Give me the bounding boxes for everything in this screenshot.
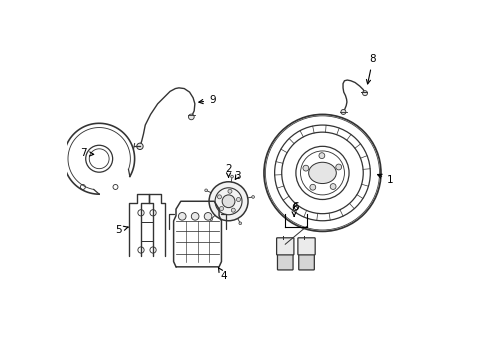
FancyBboxPatch shape (276, 238, 293, 255)
Circle shape (219, 207, 223, 211)
Circle shape (251, 195, 254, 198)
Text: 8: 8 (366, 54, 375, 84)
Circle shape (335, 164, 341, 170)
Ellipse shape (308, 162, 336, 184)
Text: 2: 2 (225, 165, 231, 177)
Circle shape (231, 208, 235, 212)
Text: 6: 6 (292, 202, 299, 212)
Text: 7: 7 (80, 148, 94, 158)
Circle shape (204, 212, 211, 220)
FancyBboxPatch shape (298, 253, 314, 270)
Circle shape (217, 195, 221, 199)
Circle shape (204, 189, 207, 192)
Circle shape (209, 182, 247, 221)
Text: 1: 1 (377, 174, 393, 185)
Text: 3: 3 (233, 171, 240, 181)
Circle shape (191, 212, 199, 220)
Circle shape (209, 218, 212, 221)
Text: 6: 6 (290, 203, 297, 216)
Circle shape (239, 222, 241, 225)
Circle shape (236, 198, 240, 202)
Text: 5: 5 (115, 225, 128, 235)
Circle shape (318, 153, 324, 158)
Circle shape (303, 165, 308, 171)
FancyBboxPatch shape (297, 238, 315, 255)
Circle shape (309, 184, 315, 190)
Circle shape (340, 109, 345, 114)
Text: 4: 4 (218, 267, 226, 281)
Circle shape (329, 184, 335, 189)
Circle shape (222, 195, 234, 208)
Circle shape (362, 91, 367, 96)
Circle shape (178, 212, 185, 220)
FancyBboxPatch shape (277, 253, 292, 270)
Circle shape (188, 114, 194, 120)
Text: 9: 9 (199, 95, 215, 105)
Circle shape (137, 143, 143, 149)
Circle shape (227, 189, 231, 193)
Circle shape (230, 175, 233, 178)
